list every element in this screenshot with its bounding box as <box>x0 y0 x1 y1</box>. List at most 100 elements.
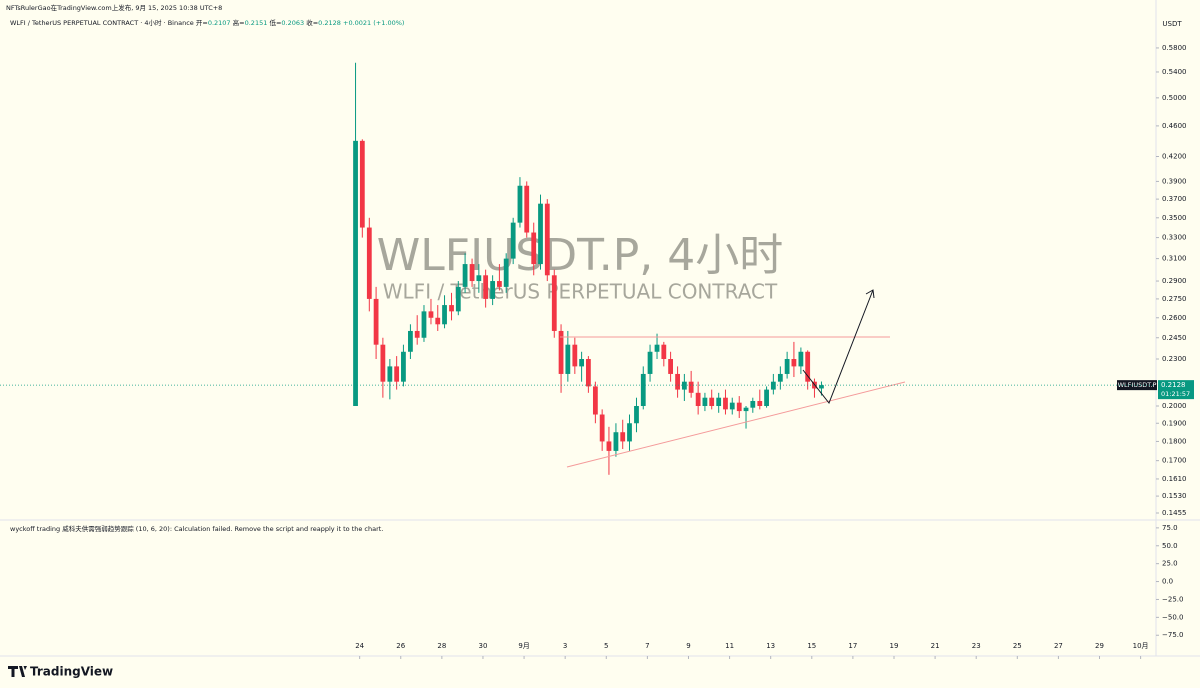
candle-body <box>469 264 475 282</box>
candle-body <box>654 344 660 352</box>
candle-body <box>702 397 708 407</box>
y-tick-label: 0.5800 <box>1162 44 1187 52</box>
candle-body <box>524 185 530 233</box>
brand-name: TradingView <box>30 665 113 679</box>
candle-body <box>729 402 735 410</box>
candle-body <box>620 432 626 442</box>
candle-body <box>462 264 468 287</box>
candle-body <box>510 222 516 259</box>
candle-body <box>798 351 804 367</box>
candle-body <box>757 400 763 407</box>
candle-body <box>599 414 605 442</box>
candle-body <box>661 344 667 359</box>
candle-body <box>743 407 749 412</box>
candle-body <box>592 386 598 415</box>
candle-body <box>770 381 776 390</box>
candle-body <box>716 397 722 407</box>
candle-body <box>531 232 537 265</box>
y-tick-label: 50.0 <box>1162 542 1178 550</box>
candle-body <box>449 305 454 312</box>
candle-body <box>476 275 482 282</box>
candle-body <box>723 397 728 410</box>
candle-body <box>736 402 742 412</box>
legend: WLFI / TetherUS PERPETUAL CONTRACT · 4小时… <box>10 18 404 27</box>
candle-body <box>490 281 496 299</box>
candle-body <box>408 330 413 352</box>
y-tick-label: 75.0 <box>1162 524 1178 532</box>
y-tick-label: −50.0 <box>1162 613 1183 621</box>
candle-body <box>579 358 585 367</box>
y-tick-label: 0.2750 <box>1162 295 1187 303</box>
candle-body <box>668 358 673 374</box>
candle-body <box>784 358 790 374</box>
y-tick-label: 0.3300 <box>1162 234 1187 242</box>
candle-body <box>681 381 687 390</box>
candle-body <box>647 351 653 374</box>
candle-body <box>497 281 502 287</box>
y-tick-label: 25.0 <box>1162 560 1178 568</box>
projection-arrow <box>802 289 874 404</box>
x-tick-label: 9月 <box>518 642 529 650</box>
y-tick-label: 0.3700 <box>1162 195 1187 203</box>
x-tick-label: 5 <box>604 642 608 650</box>
x-tick-label: 21 <box>931 642 940 650</box>
candle-body <box>394 366 400 382</box>
candle-body <box>373 298 379 345</box>
legend-label: 收= <box>306 18 318 27</box>
y-tick-label: 0.2000 <box>1162 402 1187 410</box>
candles <box>353 62 824 475</box>
candle-body <box>675 373 680 390</box>
x-tick-label: 10月 <box>1133 642 1149 650</box>
candle-body <box>401 351 406 382</box>
x-tick-label: 25 <box>1013 642 1022 650</box>
candle-body <box>421 311 427 338</box>
candle-body <box>565 344 571 374</box>
candle-body <box>353 140 358 407</box>
candle-body <box>627 423 632 442</box>
x-tick-label: 30 <box>479 642 488 650</box>
candle-body <box>805 351 811 382</box>
candle-body <box>634 406 639 424</box>
candle-body <box>380 344 386 382</box>
candle-body <box>387 366 393 382</box>
countdown: 01:21:57 <box>1161 390 1190 398</box>
candle-body <box>442 305 447 325</box>
legend-value: 0.2107 <box>208 19 231 27</box>
candle-body <box>750 400 756 408</box>
legend-value: 0.2063 <box>281 19 304 27</box>
x-tick-label: 11 <box>725 642 734 650</box>
candle-body <box>414 330 420 338</box>
y-tick-label: 0.2900 <box>1162 277 1187 285</box>
price-label: 0.2128 <box>1161 381 1186 389</box>
candle-body <box>544 203 550 276</box>
candle-body <box>428 311 434 318</box>
candle-body <box>709 397 715 407</box>
legend-value: 0.2128 <box>318 19 341 27</box>
candle-body <box>764 389 769 407</box>
candle-body <box>819 385 824 389</box>
y-tick-label: 0.4200 <box>1162 152 1187 160</box>
y-tick-label: −25.0 <box>1162 595 1183 603</box>
brand-logo <box>8 666 27 677</box>
x-tick-label: 7 <box>645 642 649 650</box>
y-tick-label: 0.2450 <box>1162 334 1187 342</box>
legend-title: WLFI / TetherUS PERPETUAL CONTRACT · 4小时… <box>10 18 194 27</box>
candle-body <box>777 373 783 382</box>
y-tick-label: 0.4600 <box>1162 122 1187 130</box>
candle-body <box>359 140 365 228</box>
y-tick-label: 0.5000 <box>1162 94 1187 102</box>
x-tick-label: 9 <box>686 642 690 650</box>
candle-body <box>572 344 578 367</box>
y-tick-label: 0.1900 <box>1162 419 1187 427</box>
y-tick-label: 0.2300 <box>1162 355 1187 363</box>
y-tick-label: 0.2600 <box>1162 314 1187 322</box>
y-tick-label: 0.1530 <box>1162 492 1187 500</box>
candle-body <box>538 203 543 265</box>
x-tick-label: 19 <box>890 642 899 650</box>
indicator-note: wyckoff trading 威科夫供需强弱趋势跟踪 (10, 6, 20):… <box>10 524 383 533</box>
axis-unit: USDT <box>1162 20 1182 28</box>
candle-body <box>613 432 619 451</box>
price-box <box>1158 380 1194 400</box>
